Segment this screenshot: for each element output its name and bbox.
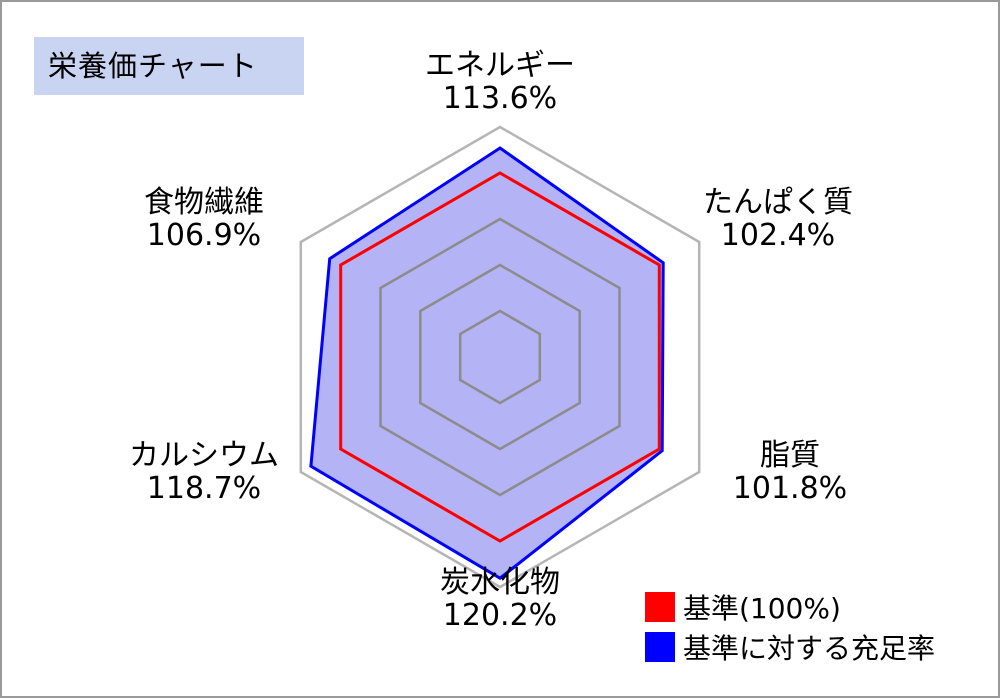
axis-label-name: カルシウム [129,438,279,473]
radar-grid [299,125,701,589]
grid-ring-25 [458,309,542,405]
axis-label-name: 食物繊維 [144,185,264,220]
legend-swatch-baseline [645,592,675,622]
legend-label-baseline: 基準(100%) [683,592,841,625]
chart-title: 栄養価チャート [34,37,304,95]
axis-label-name: 炭水化物 [440,565,560,600]
grid-ring-50 [419,263,581,451]
axis-label-name: エネルギー [425,48,575,83]
axis-label-name: 脂質 [760,438,820,473]
achievement-area [310,148,664,579]
series-line-achievement [309,146,665,581]
axis-label-value: 118.7% [147,471,261,506]
axis-label-value: 120.2% [443,598,557,633]
legend-label-achievement: 基準に対する充足率 [683,632,935,665]
series-line-baseline [339,171,661,543]
legend: 基準(100%) 基準に対する充足率 [645,592,935,665]
axis-label-value: 101.8% [733,471,847,506]
legend-swatch-achievement [645,632,675,662]
grid-ring-125 [299,125,701,589]
radar-series [309,146,665,581]
axis-label-value: 106.9% [147,218,261,253]
grid-ring-75 [379,217,621,497]
axis-label-name: たんぱく質 [703,185,853,220]
axis-label-value: 113.6% [443,81,557,116]
axis-label-value: 102.4% [721,218,835,253]
